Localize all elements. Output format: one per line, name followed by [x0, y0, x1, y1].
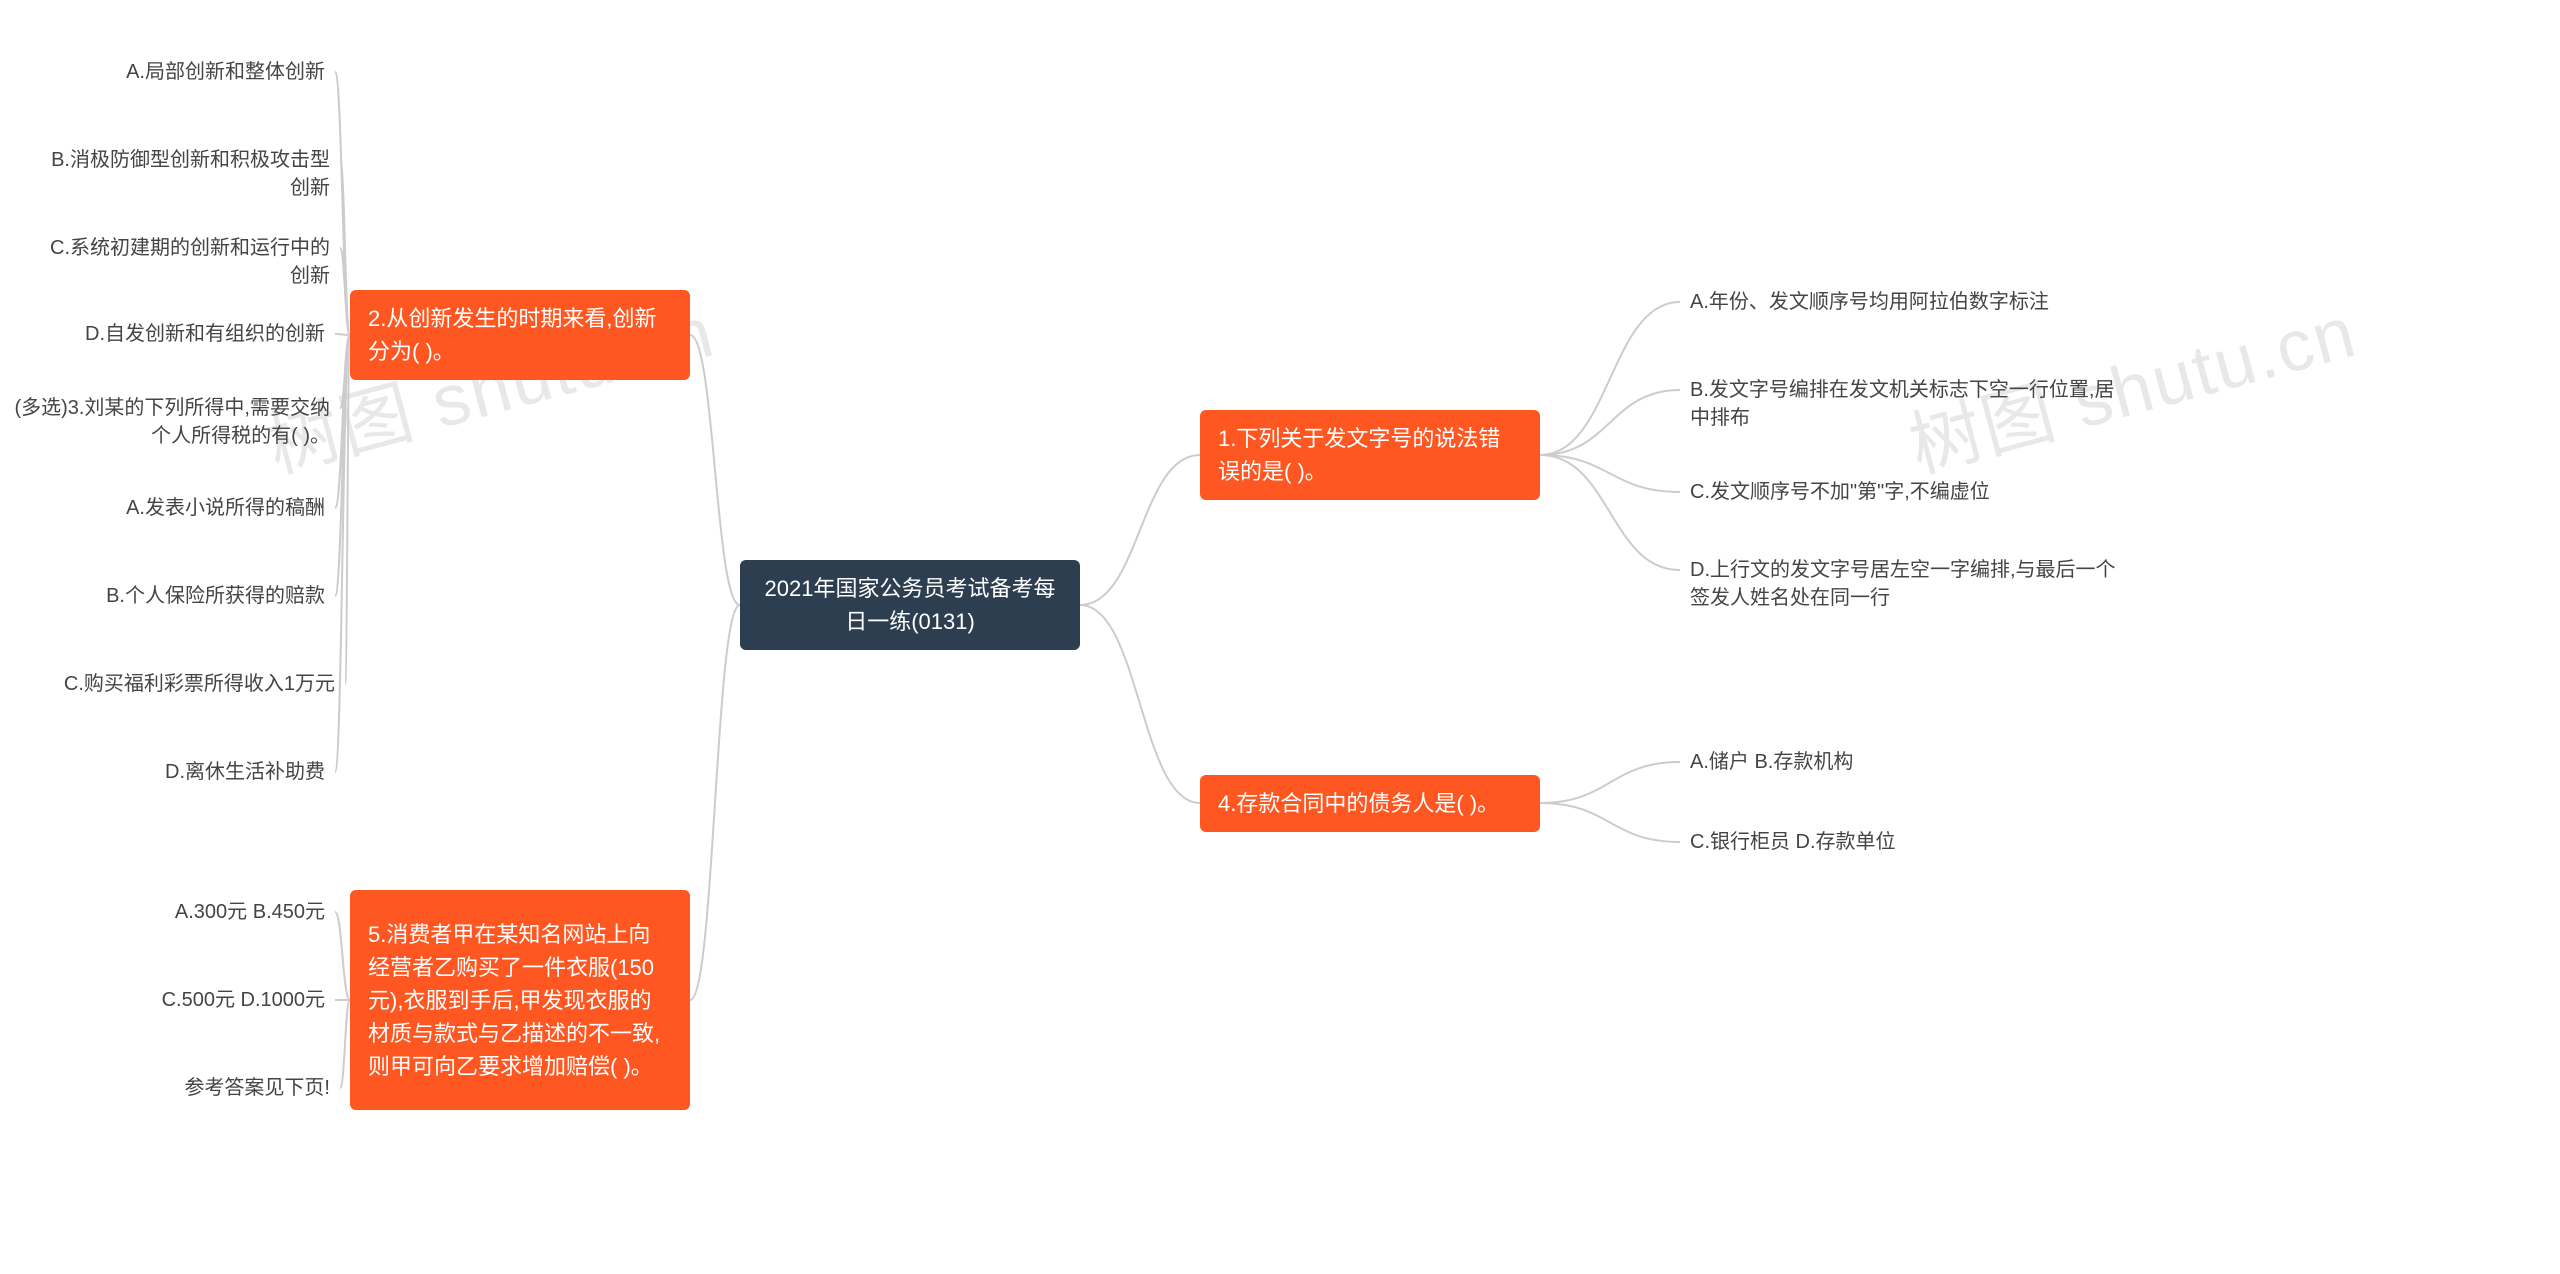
leaf-node: A.年份、发文顺序号均用阿拉伯数字标注 — [1690, 288, 2120, 316]
leaf-node: C.购买福利彩票所得收入1万元 — [55, 670, 335, 698]
leaf-node: C.银行柜员 D.存款单位 — [1690, 828, 1990, 856]
branch-node: 1.下列关于发文字号的说法错误的是( )。 — [1200, 410, 1540, 500]
leaf-node: A.储户 B.存款机构 — [1690, 748, 1990, 776]
branch-node: 5.消费者甲在某知名网站上向经营者乙购买了一件衣服(150元),衣服到手后,甲发… — [350, 890, 690, 1110]
leaf-node: A.300元 B.450元 — [105, 898, 325, 926]
leaf-node: 参考答案见下页! — [130, 1074, 330, 1102]
leaf-node: D.上行文的发文字号居左空一字编排,与最后一个签发人姓名处在同一行 — [1690, 556, 2130, 612]
leaf-node: (多选)3.刘某的下列所得中,需要交纳个人所得税的有( )。 — [0, 394, 330, 450]
leaf-node: D.自发创新和有组织的创新 — [65, 320, 325, 348]
leaf-node: C.发文顺序号不加"第"字,不编虚位 — [1690, 478, 2120, 506]
leaf-node: C.500元 D.1000元 — [100, 986, 325, 1014]
root-node: 2021年国家公务员考试备考每日一练(0131) — [740, 560, 1080, 650]
branch-node: 2.从创新发生的时期来看,创新分为( )。 — [350, 290, 690, 380]
leaf-node: A.局部创新和整体创新 — [65, 58, 325, 86]
leaf-node: D.离休生活补助费 — [105, 758, 325, 786]
leaf-node: B.发文字号编排在发文机关标志下空一行位置,居中排布 — [1690, 376, 2130, 432]
leaf-node: B.个人保险所获得的赔款 — [65, 582, 325, 610]
leaf-node: C.系统初建期的创新和运行中的创新 — [40, 234, 330, 290]
branch-node: 4.存款合同中的债务人是( )。 — [1200, 775, 1540, 832]
leaf-node: A.发表小说所得的稿酬 — [65, 494, 325, 522]
leaf-node: B.消极防御型创新和积极攻击型创新 — [40, 146, 330, 202]
